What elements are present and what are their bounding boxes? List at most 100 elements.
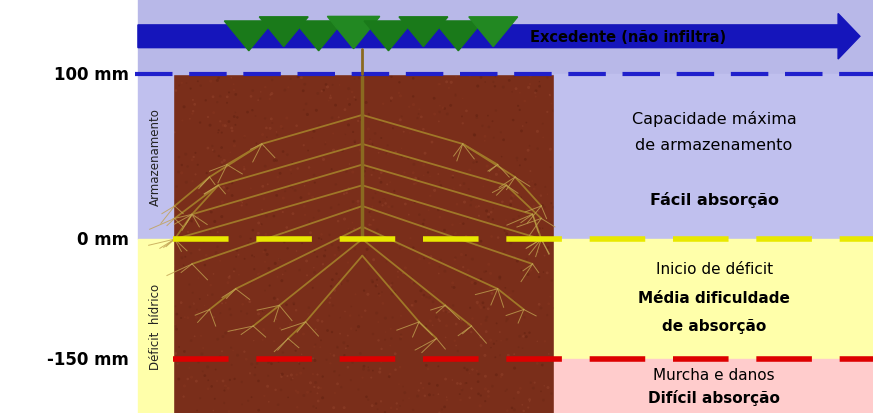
Point bbox=[337, 191, 351, 198]
Point bbox=[183, 304, 197, 311]
Point bbox=[471, 391, 485, 397]
Point bbox=[192, 189, 206, 196]
Point bbox=[355, 375, 369, 381]
Point bbox=[433, 164, 447, 171]
Point bbox=[285, 160, 299, 167]
Text: de armazenamento: de armazenamento bbox=[636, 138, 793, 153]
Point bbox=[300, 389, 314, 396]
Point bbox=[177, 104, 191, 111]
Point bbox=[394, 93, 408, 100]
Point bbox=[229, 327, 243, 334]
Point bbox=[261, 360, 275, 366]
Point bbox=[223, 306, 237, 313]
Point bbox=[247, 266, 261, 273]
Point bbox=[450, 380, 464, 387]
Point bbox=[194, 256, 208, 263]
Point bbox=[211, 76, 225, 82]
Point bbox=[523, 398, 537, 405]
Point bbox=[247, 321, 261, 328]
Point bbox=[303, 315, 317, 321]
Point bbox=[319, 247, 333, 254]
Point bbox=[416, 173, 430, 179]
Point bbox=[360, 115, 374, 122]
Text: 0 mm: 0 mm bbox=[77, 230, 129, 249]
Point bbox=[375, 135, 388, 142]
Point bbox=[351, 386, 365, 393]
Point bbox=[494, 337, 508, 344]
Point bbox=[509, 86, 523, 93]
Point bbox=[391, 274, 405, 281]
Point bbox=[327, 147, 340, 154]
Point bbox=[445, 284, 459, 290]
Point bbox=[442, 85, 456, 92]
Point bbox=[403, 235, 417, 242]
Point bbox=[267, 295, 281, 302]
Point bbox=[224, 75, 238, 82]
Point bbox=[465, 280, 479, 286]
Point bbox=[224, 362, 238, 368]
Point bbox=[340, 97, 354, 103]
Point bbox=[402, 395, 416, 401]
Point bbox=[418, 254, 432, 261]
Point bbox=[338, 309, 352, 315]
Point bbox=[201, 145, 215, 152]
Point bbox=[210, 378, 224, 385]
Point bbox=[442, 263, 456, 270]
Point bbox=[333, 330, 347, 337]
Point bbox=[227, 82, 241, 88]
Point bbox=[359, 224, 373, 231]
Point bbox=[179, 152, 193, 158]
Point bbox=[239, 296, 253, 303]
Point bbox=[385, 291, 399, 297]
Point bbox=[440, 79, 454, 86]
Point bbox=[306, 135, 320, 142]
Point bbox=[486, 206, 500, 212]
Point bbox=[209, 249, 223, 256]
Text: Inicio de déficit: Inicio de déficit bbox=[656, 262, 773, 277]
Point bbox=[338, 352, 352, 358]
Point bbox=[444, 80, 458, 86]
Point bbox=[478, 133, 492, 140]
Point bbox=[166, 238, 180, 245]
Point bbox=[547, 305, 561, 311]
Point bbox=[383, 342, 397, 349]
Point bbox=[201, 385, 215, 392]
Point bbox=[214, 154, 228, 161]
Point bbox=[380, 182, 394, 188]
Point bbox=[335, 148, 349, 154]
Bar bbox=[554, 240, 873, 359]
Point bbox=[187, 301, 201, 307]
Point bbox=[258, 259, 272, 266]
Point bbox=[258, 247, 272, 254]
Point bbox=[185, 157, 199, 164]
Point bbox=[333, 315, 347, 321]
Point bbox=[394, 332, 408, 338]
Point bbox=[179, 180, 193, 186]
Point bbox=[463, 74, 477, 81]
Point bbox=[215, 214, 229, 221]
Point bbox=[380, 151, 394, 157]
Point bbox=[247, 254, 261, 261]
Point bbox=[446, 175, 460, 181]
Point bbox=[193, 296, 207, 303]
Point bbox=[310, 254, 324, 260]
Point bbox=[255, 207, 269, 214]
Point bbox=[314, 236, 328, 243]
Point bbox=[359, 100, 373, 107]
Point bbox=[182, 116, 196, 123]
Point bbox=[221, 385, 235, 392]
Point bbox=[215, 145, 229, 152]
Point bbox=[507, 406, 521, 413]
Point bbox=[253, 96, 267, 103]
Point bbox=[263, 97, 277, 103]
Point bbox=[306, 355, 320, 362]
Point bbox=[271, 174, 285, 181]
Point bbox=[314, 337, 328, 344]
Point bbox=[505, 405, 519, 411]
Point bbox=[482, 214, 496, 221]
Point bbox=[289, 307, 303, 314]
Point bbox=[472, 371, 486, 377]
Point bbox=[468, 235, 482, 242]
Point bbox=[175, 162, 189, 169]
Point bbox=[375, 359, 388, 366]
